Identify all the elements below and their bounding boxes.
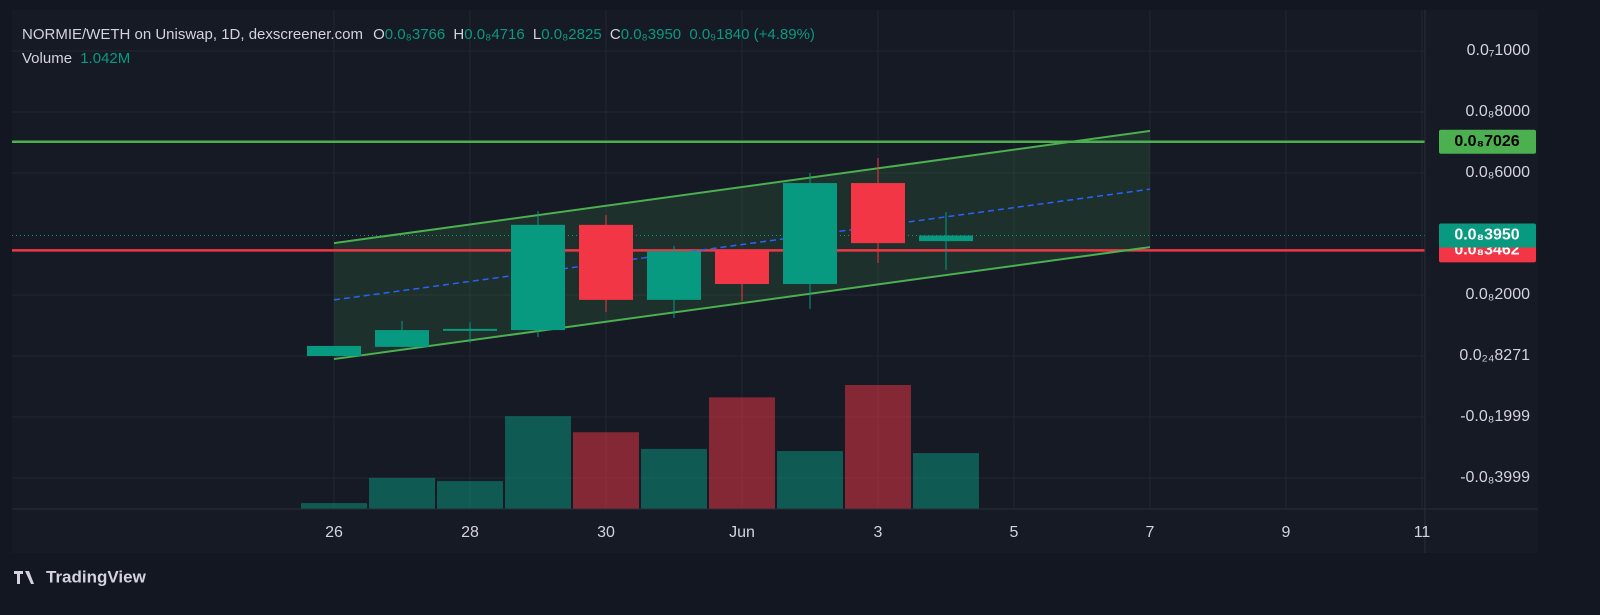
brand-name: TradingView — [46, 567, 147, 586]
y-tick-label: -0.0₈1999 — [1460, 408, 1530, 425]
price-tag-label: 0.0₈7026 — [1454, 133, 1519, 150]
x-tick-label: 9 — [1282, 524, 1291, 541]
open-value: 0.0₈3766 — [385, 26, 445, 43]
low-label: L — [533, 26, 541, 43]
volume-bar — [369, 477, 435, 509]
x-tick-label: 26 — [325, 524, 343, 541]
change-value: 0.0₉1840 (+4.89%) — [689, 26, 815, 43]
volume-bar — [845, 385, 911, 509]
channel-middle — [333, 188, 1151, 301]
y-tick-label: 0.0₈2000 — [1466, 286, 1531, 303]
low-value: 0.0₈2825 — [541, 26, 601, 43]
volume-bar — [573, 432, 639, 509]
volume-bar — [505, 416, 571, 509]
candle-body — [647, 251, 701, 300]
volume-bar — [301, 503, 367, 509]
legend: NORMIE/WETH on Uniswap, 1D, dexscreener.… — [22, 26, 815, 43]
candle-body — [715, 251, 769, 285]
y-tick-label: 0.0₈8000 — [1466, 103, 1531, 120]
x-tick-label: 7 — [1146, 524, 1155, 541]
x-tick-label: 3 — [874, 524, 883, 541]
high-value: 0.0₈4716 — [464, 26, 524, 43]
candle-body — [307, 345, 361, 357]
candle-body — [579, 224, 633, 300]
volume-bar — [709, 397, 775, 509]
volume-bar — [777, 451, 843, 509]
high-label: H — [453, 26, 464, 43]
candle-body — [511, 224, 565, 331]
close-label: C — [610, 26, 621, 43]
candle-body — [375, 330, 429, 347]
x-tick-label: 5 — [1010, 524, 1019, 541]
close-value: 0.0₈3950 — [621, 26, 681, 43]
x-tick-label: Jun — [729, 524, 755, 541]
volume-legend: Volume 1.042M — [22, 50, 130, 67]
volume-bar — [437, 481, 503, 509]
y-tick-label: -0.0₈3999 — [1460, 469, 1530, 486]
y-tick-label: 0.0₂₄8271 — [1459, 347, 1530, 364]
x-tick-label: 30 — [597, 524, 615, 541]
volume-label: Volume — [22, 50, 72, 67]
candle-body — [851, 183, 905, 244]
price-tag — [1439, 129, 1536, 154]
candle-body — [783, 183, 837, 285]
logo-icon — [14, 571, 34, 584]
price-tag — [1439, 223, 1536, 248]
x-tick-label: 28 — [461, 524, 479, 541]
y-tick-label: 0.0₇1000 — [1467, 42, 1530, 59]
brand-logo: TradingView — [14, 567, 147, 586]
channel-upper — [333, 129, 1151, 245]
price-tag-label: 0.0₈3950 — [1454, 227, 1519, 244]
candle-body — [919, 235, 973, 242]
candle-body — [443, 328, 497, 331]
chart-title: NORMIE/WETH on Uniswap, 1D, dexscreener.… — [22, 26, 363, 43]
volume-value: 1.042M — [80, 50, 130, 67]
x-tick-label: 11 — [1414, 524, 1431, 541]
open-label: O — [373, 26, 385, 43]
y-tick-label: 0.0₈6000 — [1466, 164, 1531, 181]
volume-bar — [641, 448, 707, 509]
volume-bar — [913, 453, 979, 509]
